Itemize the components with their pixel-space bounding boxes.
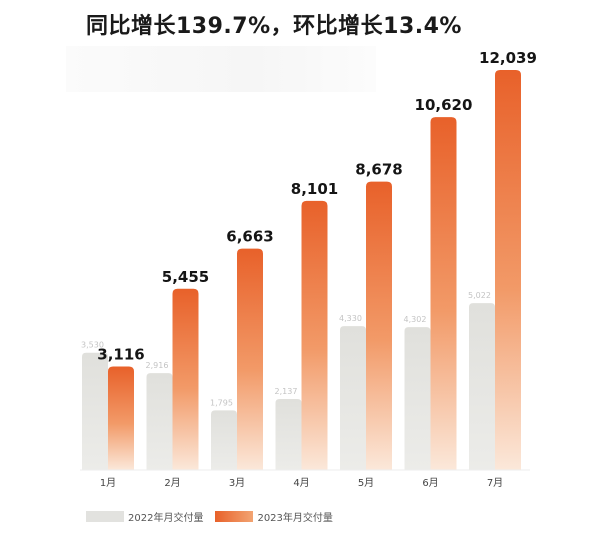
- bar-label-2023-6: 10,620: [415, 96, 473, 114]
- bar-label-2022-6: 4,302: [404, 315, 427, 324]
- bar-label-2023-5: 8,678: [355, 161, 402, 179]
- legend-swatch-2023: [215, 511, 254, 522]
- legend-item-2023: 2023年月交付量: [215, 509, 333, 524]
- x-tick-label-6: 6月: [422, 477, 438, 489]
- x-tick-label-3: 3月: [229, 477, 245, 489]
- x-tick-label-7: 7月: [487, 477, 503, 489]
- bar-2023-6: [430, 117, 457, 470]
- bar-label-2022-1: 3,530: [81, 341, 104, 350]
- bar-2023-1: [108, 366, 134, 470]
- bar-2022-3: [211, 410, 237, 470]
- bar-2022-7: [469, 303, 495, 470]
- legend-label-2022: 2022年月交付量: [128, 513, 204, 524]
- x-tick-label-1: 1月: [100, 477, 116, 489]
- legend-swatch-2022: [86, 511, 124, 522]
- bar-2022-6: [404, 327, 431, 470]
- bar-label-2023-3: 6,663: [226, 228, 273, 246]
- legend-label-2023: 2023年月交付量: [257, 513, 333, 524]
- bar-label-2023-7: 12,039: [479, 49, 537, 67]
- bar-label-2022-4: 2,137: [275, 387, 298, 396]
- bar-2023-5: [366, 181, 392, 470]
- bar-2023-3: [237, 248, 263, 470]
- bar-2022-2: [146, 373, 173, 470]
- x-tick-label-5: 5月: [358, 477, 374, 489]
- bar-2022-5: [340, 326, 366, 470]
- bar-label-2022-7: 5,022: [468, 291, 491, 300]
- bar-2022-4: [275, 398, 302, 470]
- bar-label-2022-2: 2,916: [146, 361, 169, 370]
- bar-2023-4: [301, 200, 328, 470]
- x-tick-label-2: 2月: [164, 477, 180, 489]
- bar-label-2023-4: 8,101: [291, 180, 338, 198]
- bar-2022-1: [82, 352, 108, 470]
- bar-2023-2: [172, 288, 199, 470]
- bar-label-2022-5: 4,330: [339, 314, 362, 323]
- x-tick-label-4: 4月: [293, 477, 309, 489]
- legend-item-2022: 2022年月交付量: [86, 509, 203, 524]
- bar-2023-7: [495, 70, 521, 470]
- bar-label-2022-3: 1,795: [210, 398, 233, 407]
- title-shade: [66, 46, 376, 92]
- bar-label-2023-1: 3,116: [97, 345, 144, 363]
- bar-label-2023-2: 5,455: [162, 268, 209, 286]
- chart-title: 同比增长139.7%，环比增长13.4%: [86, 14, 462, 39]
- legend: 2022年月交付量 2023年月交付量: [86, 509, 345, 524]
